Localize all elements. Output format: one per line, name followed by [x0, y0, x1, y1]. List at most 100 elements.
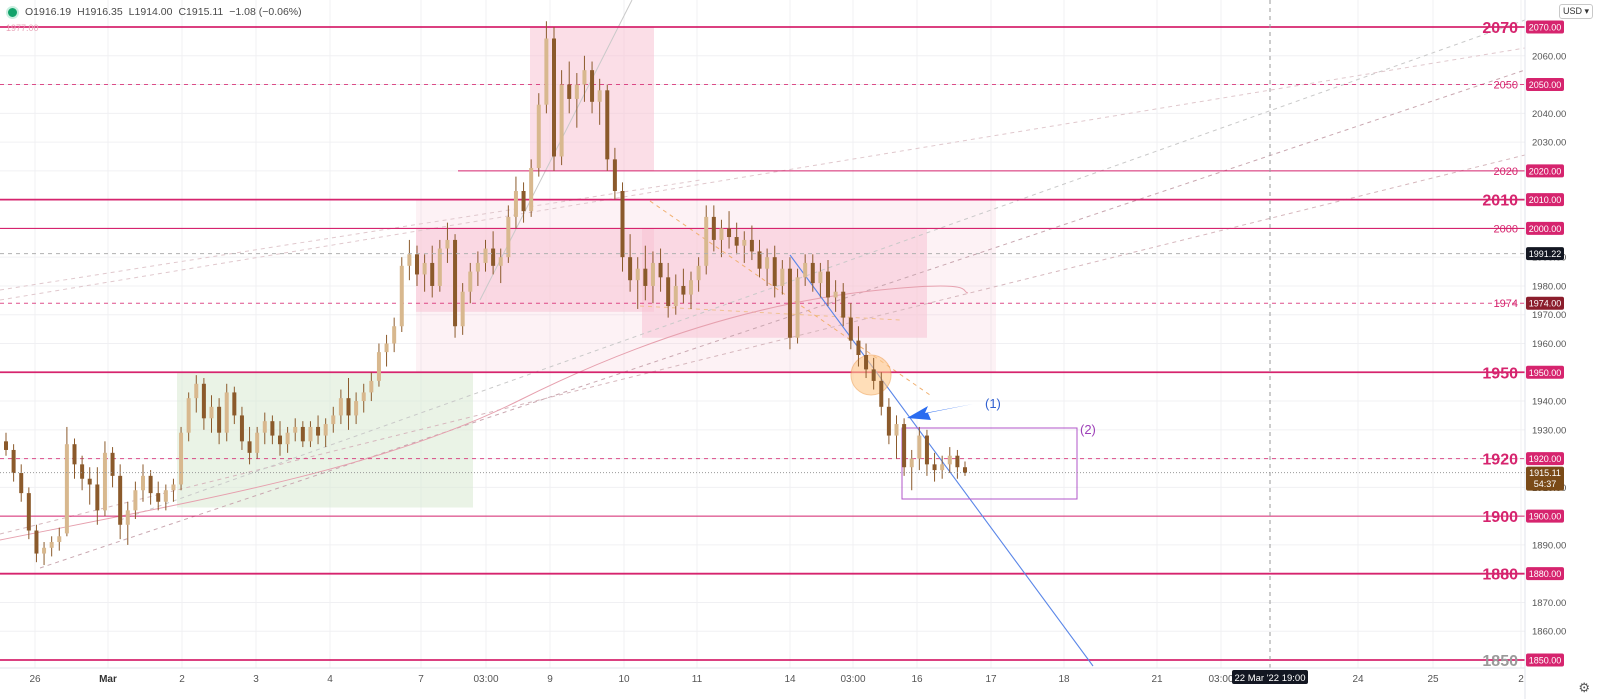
- candle-body: [102, 452, 107, 511]
- candle-body: [818, 271, 823, 284]
- level-tag-bg: [1526, 509, 1564, 523]
- candle-body: [772, 257, 777, 286]
- currency-dropdown[interactable]: USD ▾: [1558, 4, 1593, 19]
- guide-line: [39, 69, 1526, 569]
- candle-body: [673, 285, 678, 307]
- x-tick-label: 03:00: [1208, 674, 1233, 685]
- x-tick-label: 4: [327, 674, 333, 685]
- candle-body: [49, 542, 54, 548]
- level-tag-bg: [1526, 567, 1564, 581]
- candle-body: [924, 435, 929, 465]
- candle-body: [239, 415, 244, 442]
- y-tick-label: 1960.00: [1532, 339, 1566, 350]
- candle-body: [917, 435, 922, 459]
- level-label-1920: 1920: [1482, 452, 1518, 469]
- countdown-label: 54:37: [1534, 479, 1557, 489]
- market-status-icon: [6, 5, 19, 19]
- x-tick-label: 03:00: [473, 674, 498, 685]
- candle-body: [64, 444, 69, 534]
- candle-body: [552, 38, 556, 157]
- candle-body: [940, 464, 945, 471]
- gear-icon[interactable]: ⚙: [1578, 680, 1590, 695]
- candle-body: [141, 475, 145, 491]
- candle-body: [247, 441, 252, 453]
- candle-body: [521, 191, 526, 212]
- candle-body: [80, 464, 85, 479]
- candle-body: [361, 392, 366, 402]
- candle-body: [308, 426, 313, 442]
- candle-body: [270, 421, 275, 436]
- current-price-tag-bg: [1526, 466, 1564, 491]
- crosshair-price-tag: 1991.22: [1529, 249, 1562, 259]
- candle-body: [947, 455, 952, 465]
- moving-average-line: [0, 285, 969, 541]
- y-tick-label: 1930.00: [1532, 425, 1566, 436]
- candle-body: [582, 70, 587, 85]
- candle-body: [879, 380, 884, 407]
- candle-body: [658, 262, 663, 278]
- candle-body: [909, 458, 914, 468]
- level-tag-bg: [1526, 452, 1564, 466]
- candle-body: [285, 432, 290, 445]
- candle-body: [262, 421, 267, 433]
- x-tick-label: 14: [784, 674, 796, 685]
- candle-body: [734, 237, 739, 246]
- candle-body: [437, 248, 442, 286]
- candle-body: [643, 268, 648, 286]
- level-tag-1850: 1850.00: [1529, 656, 1562, 666]
- candle-body: [163, 490, 168, 502]
- candle-body: [742, 239, 747, 246]
- candle-body: [278, 435, 282, 445]
- candle-body: [95, 484, 100, 511]
- candle-body: [757, 251, 762, 269]
- level-tag-1900: 1900.00: [1529, 512, 1562, 522]
- level-label-1880: 1880: [1482, 567, 1518, 584]
- candle-body: [110, 452, 115, 476]
- candle-body: [886, 406, 891, 436]
- candle-body: [704, 216, 709, 266]
- level-label-1850: 1850: [1482, 653, 1518, 670]
- candle-body: [902, 424, 907, 468]
- candle-body: [650, 262, 655, 286]
- y-tick-label: 2060.00: [1532, 51, 1566, 62]
- candle-body: [354, 401, 359, 416]
- x-tick-label: 18: [1058, 674, 1070, 685]
- level-tag-bg: [1526, 20, 1564, 34]
- candle-body: [567, 84, 572, 99]
- level-label-2000: 2000: [1494, 223, 1518, 235]
- candle-body: [316, 426, 321, 436]
- y-tick-label: 1890.00: [1532, 540, 1566, 551]
- level-tag-bg: [1526, 653, 1564, 667]
- candle-body: [26, 493, 31, 531]
- y-tick-label: 1940.00: [1532, 397, 1566, 408]
- candle-body: [293, 426, 298, 433]
- level-label-2070: 2070: [1482, 20, 1518, 37]
- candle-body: [498, 257, 503, 266]
- consolidation-box: [901, 427, 1078, 500]
- arrow-icon: [907, 404, 973, 420]
- candle-body: [4, 441, 8, 450]
- candle-body: [491, 248, 496, 266]
- ohlc-low: L1914.00: [128, 6, 173, 18]
- x-tick-label: 7: [418, 674, 424, 685]
- x-tick-label: 17: [985, 674, 997, 685]
- guide-line: [0, 179, 701, 291]
- candle-body: [559, 84, 564, 157]
- candle-body: [544, 38, 549, 105]
- ohlc-close: C1915.11: [178, 6, 224, 18]
- pink-zone-left: [416, 228, 654, 312]
- ohlc-open: O1916.19: [25, 6, 72, 18]
- ohlc-legend: O1916.19 H1916.35 L1914.00 C1915.11 −1.0…: [6, 4, 302, 20]
- candle-body: [19, 472, 24, 494]
- candle-body: [856, 340, 861, 356]
- candle-body: [963, 467, 967, 473]
- level-tag-bg: [1526, 164, 1564, 178]
- x-tick-label: 26: [29, 674, 41, 685]
- ohlc-change: −1.08 (−0.06%): [229, 6, 302, 18]
- level-label-1900: 1900: [1482, 509, 1518, 526]
- candle-body: [338, 398, 343, 416]
- candle-body: [787, 268, 792, 338]
- candle-body: [864, 355, 869, 370]
